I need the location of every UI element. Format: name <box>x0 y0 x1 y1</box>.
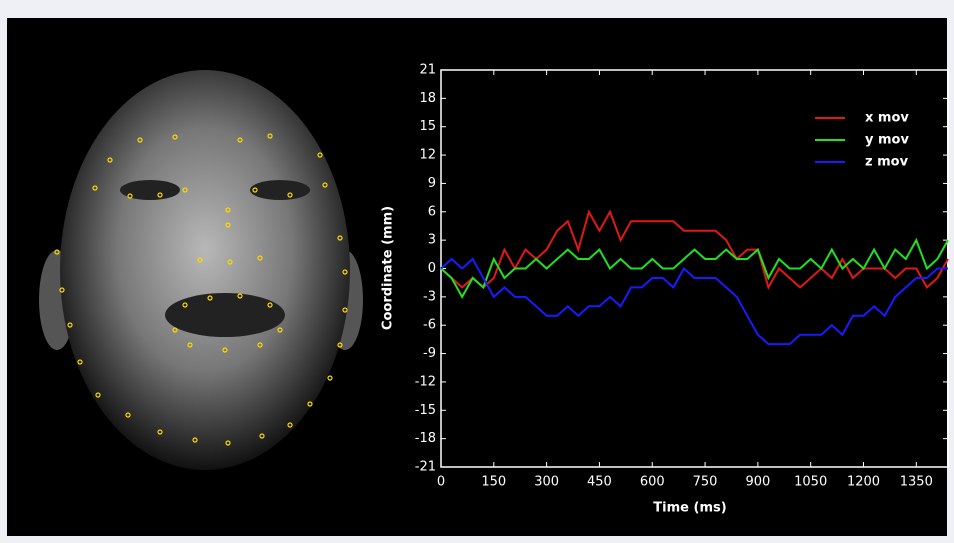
y-tick-label: -12 <box>415 374 436 389</box>
x-tick-label: 150 <box>481 475 506 490</box>
y-tick-label: -18 <box>415 431 436 446</box>
legend-label: x mov <box>865 111 909 126</box>
y-tick-label: 0 <box>428 261 436 276</box>
y-tick-label: 12 <box>419 148 436 163</box>
data-line <box>440 257 948 346</box>
y-tick-label: 18 <box>419 91 436 106</box>
y-tick-label: 6 <box>428 204 436 219</box>
x-tick-label: 300 <box>534 475 559 490</box>
y-tick-label: 9 <box>428 176 436 191</box>
x-tick-label: 0 <box>437 475 445 490</box>
legend-label: z mov <box>865 155 909 170</box>
y-tick-label: -3 <box>423 289 436 304</box>
x-tick-label: 600 <box>640 475 665 490</box>
y-tick-label: 3 <box>428 233 436 248</box>
x-tick-label: 900 <box>745 475 770 490</box>
x-tick-label: 1350 <box>900 475 933 490</box>
y-tick-label: 15 <box>419 119 436 134</box>
x-tick-label: 1200 <box>847 475 880 490</box>
y-axis-title: Coordinate (mm) <box>381 206 396 330</box>
y-tick-label: -15 <box>415 403 436 418</box>
y-tick-label: -21 <box>415 460 436 475</box>
legend-label: y mov <box>865 133 909 148</box>
x-tick-label: 1050 <box>794 475 827 490</box>
face-photo <box>39 70 363 470</box>
data-line <box>440 237 949 299</box>
x-axis-title: Time (ms) <box>653 501 726 516</box>
x-tick-label: 750 <box>693 475 718 490</box>
y-tick-label: 21 <box>419 63 436 78</box>
y-tick-label: -6 <box>423 318 436 333</box>
y-tick-label: -9 <box>423 346 436 361</box>
x-tick-label: 450 <box>587 475 612 490</box>
